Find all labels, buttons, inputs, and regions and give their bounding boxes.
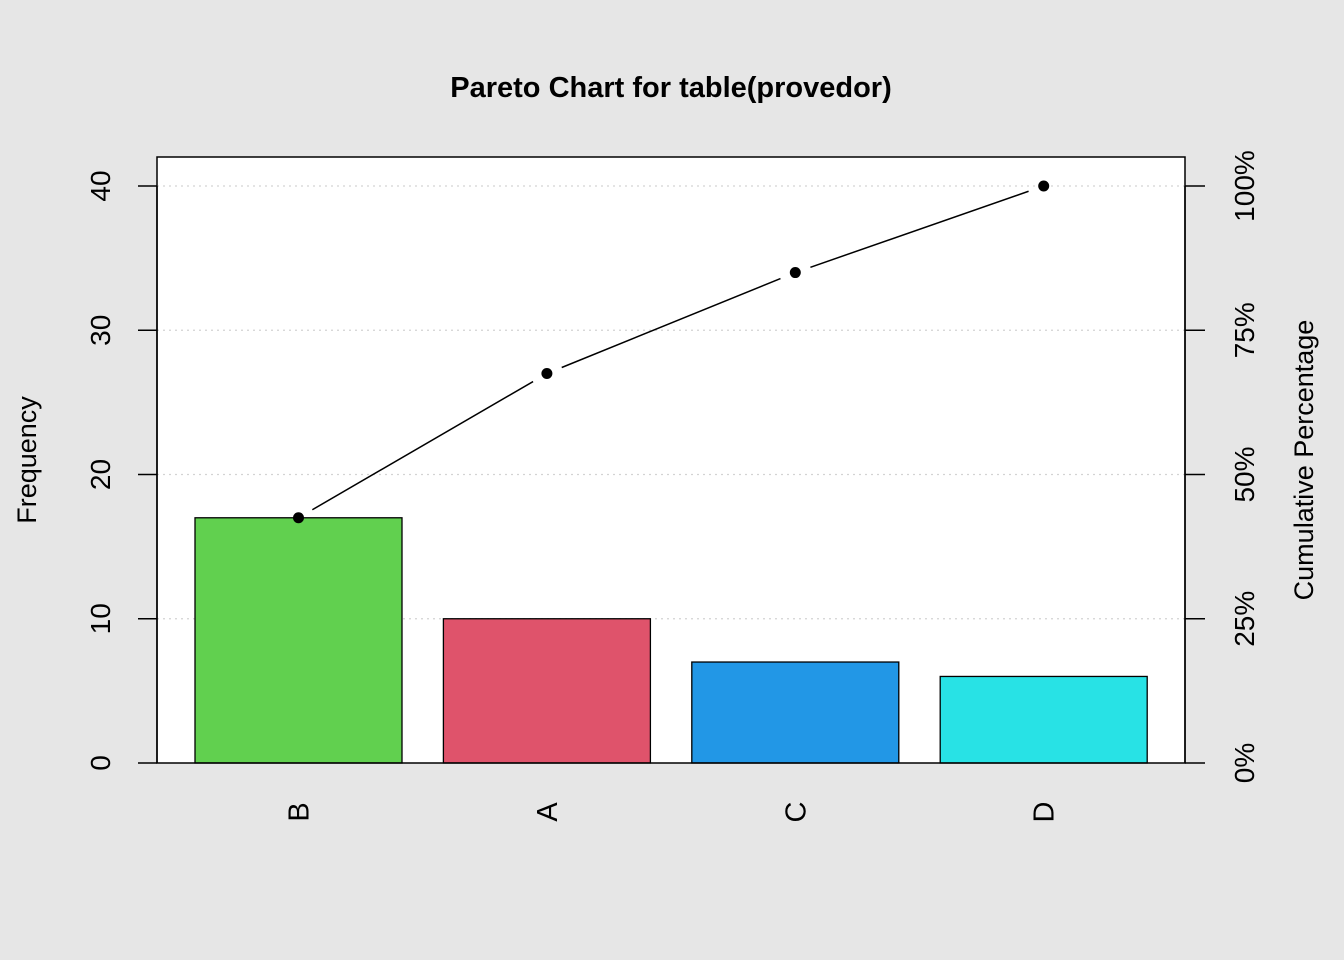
left-tick-label-2: 20 <box>85 459 116 490</box>
bar-B <box>194 517 403 764</box>
x-tick-label-D: D <box>1029 802 1061 823</box>
x-tick-label-A: A <box>532 802 564 822</box>
cumulative-segment-1 <box>561 277 781 369</box>
bars <box>194 517 1148 764</box>
right-tick-label-0: 0% <box>1229 743 1260 783</box>
cumulative-line <box>293 180 1050 524</box>
bar-C <box>691 661 900 764</box>
right-axis: 0% 25% 50% 75% 100% <box>1184 150 1260 783</box>
right-tick-label-3: 75% <box>1229 302 1260 358</box>
cumulative-point-C <box>789 267 801 279</box>
y-axis-title: Frequency <box>12 396 42 524</box>
y2-axis-title: Cumulative Percentage <box>1289 320 1319 601</box>
x-tick-label-C: C <box>780 802 812 823</box>
cumulative-segment-2 <box>810 190 1029 268</box>
cumulative-point-A <box>541 368 553 380</box>
left-tick-label-4: 40 <box>85 170 116 201</box>
cumulative-point-B <box>293 512 304 524</box>
left-tick-label-1: 10 <box>85 603 116 634</box>
left-tick-label-0: 0 <box>85 755 116 771</box>
x-tick-label-B: B <box>284 802 316 821</box>
right-tick-label-2: 50% <box>1229 446 1260 502</box>
right-tick-label-1: 25% <box>1229 591 1260 647</box>
bar-D <box>939 675 1148 764</box>
left-axis: 0 10 20 30 40 <box>85 170 158 771</box>
left-tick-label-3: 30 <box>85 315 116 346</box>
right-tick-label-4: 100% <box>1229 150 1260 222</box>
bar-A <box>442 618 652 764</box>
chart-title: Pareto Chart for table(provedor) <box>450 72 892 104</box>
cumulative-point-D <box>1038 180 1050 192</box>
cumulative-segment-0 <box>311 380 534 511</box>
